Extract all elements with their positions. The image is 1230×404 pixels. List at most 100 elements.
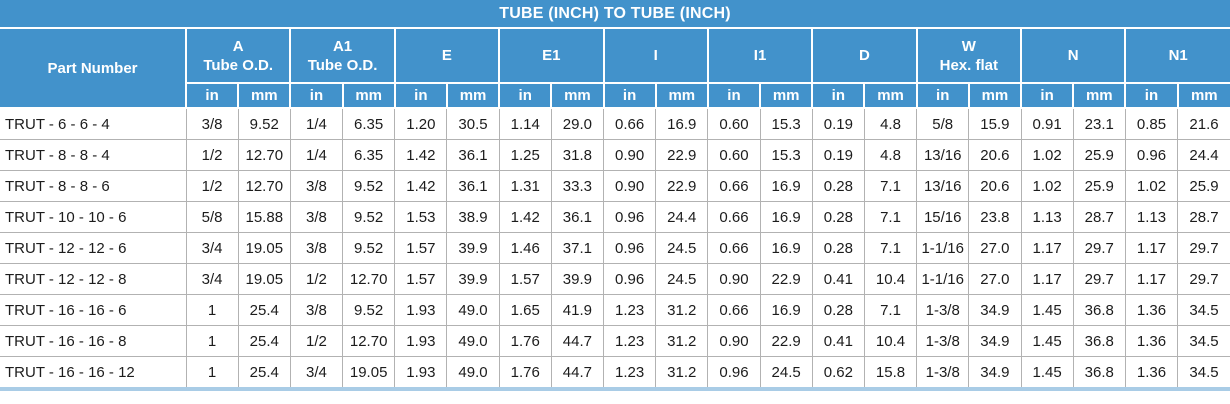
value-cell: 25.4	[237, 294, 291, 326]
value-cell: 31.2	[655, 325, 709, 357]
group-label: W	[961, 37, 976, 55]
unit-header-in: in	[498, 82, 553, 109]
value-cell: 1/2	[289, 263, 344, 295]
value-cell: 7.1	[863, 170, 918, 202]
value-cell: 1.17	[1020, 232, 1074, 264]
value-cell: 0.90	[602, 139, 657, 171]
value-cell: 38.9	[446, 201, 500, 233]
unit-header-in: in	[1019, 82, 1075, 109]
value-cell: 1.76	[498, 325, 552, 357]
value-cell: 29.7	[1072, 232, 1126, 264]
table-title: TUBE (INCH) TO TUBE (INCH)	[0, 0, 1230, 29]
value-cell: 1.45	[1020, 356, 1074, 388]
group-label: E	[441, 47, 452, 64]
col-group-i1: I1	[706, 27, 814, 84]
value-cell: 29.7	[1177, 263, 1230, 295]
value-cell: 3/4	[185, 263, 239, 295]
bottom-accent-strip	[0, 387, 1230, 391]
value-cell: 13/16	[916, 139, 970, 171]
value-cell: 34.5	[1177, 356, 1230, 388]
part-number-cell: TRUT - 10 - 10 - 6	[0, 201, 187, 233]
value-cell: 0.41	[811, 325, 865, 357]
value-cell: 1.93	[394, 294, 448, 326]
value-cell: 3/8	[185, 107, 239, 140]
value-cell: 0.28	[811, 170, 865, 202]
value-cell: 25.9	[1177, 170, 1230, 202]
value-cell: 1/2	[185, 170, 239, 202]
value-cell: 25.9	[1072, 139, 1126, 171]
value-cell: 22.9	[655, 139, 709, 171]
value-cell: 29.0	[550, 107, 605, 140]
value-cell: 5/8	[185, 201, 239, 233]
col-group-e1: E1	[498, 27, 605, 84]
value-cell: 6.35	[342, 107, 396, 140]
value-cell: 3/4	[289, 356, 344, 388]
value-cell: 34.9	[968, 356, 1022, 388]
tube-to-tube-spec-table: TUBE (INCH) TO TUBE (INCH) Part Number A…	[0, 0, 1230, 388]
value-cell: 3/8	[289, 294, 344, 326]
value-cell: 9.52	[237, 107, 291, 140]
value-cell: 0.19	[811, 139, 865, 171]
unit-header-mm: mm	[237, 82, 292, 109]
table-row: TRUT - 16 - 16 - 8 1 25.4 1/2 12.70 1.93 49.0 1…	[0, 325, 1230, 357]
value-cell: 1/4	[289, 107, 344, 140]
value-cell: 0.66	[707, 294, 761, 326]
value-cell: 1.45	[1020, 325, 1074, 357]
col-group-w-hex-flat: W Hex. flat	[915, 27, 1023, 84]
value-cell: 31.2	[655, 356, 709, 388]
value-cell: 15/16	[916, 201, 970, 233]
value-cell: 1-3/8	[916, 325, 970, 357]
value-cell: 25.4	[237, 356, 291, 388]
table-row: TRUT - 16 - 16 - 6 1 25.4 3/8 9.52 1.93 49.0 1.…	[0, 294, 1230, 326]
unit-header-in: in	[602, 82, 657, 109]
value-cell: 24.4	[655, 201, 709, 233]
value-cell: 7.1	[863, 201, 918, 233]
value-cell: 0.66	[707, 201, 761, 233]
value-cell: 1.20	[394, 107, 448, 140]
value-cell: 0.28	[811, 294, 865, 326]
value-cell: 1.02	[1124, 170, 1179, 202]
table-row: TRUT - 6 - 6 - 4 3/8 9.52 1/4 6.35 1.20 30.5 1.…	[0, 107, 1230, 140]
value-cell: 0.62	[811, 356, 865, 388]
value-cell: 1	[185, 325, 239, 357]
value-cell: 1.42	[394, 139, 448, 171]
value-cell: 9.52	[342, 232, 396, 264]
table-body: TRUT - 6 - 6 - 4 3/8 9.52 1/4 6.35 1.20 30.5 1.…	[0, 107, 1230, 388]
value-cell: 1/2	[185, 139, 239, 171]
table-row: TRUT - 8 - 8 - 4 1/2 12.70 1/4 6.35 1.42 36.1 1…	[0, 139, 1230, 171]
value-cell: 24.5	[655, 232, 709, 264]
value-cell: 36.8	[1072, 294, 1126, 326]
value-cell: 10.4	[863, 325, 918, 357]
value-cell: 7.1	[863, 232, 918, 264]
value-cell: 1.13	[1124, 201, 1179, 233]
value-cell: 25.9	[1072, 170, 1126, 202]
value-cell: 0.19	[811, 107, 865, 140]
value-cell: 1.02	[1020, 170, 1074, 202]
value-cell: 0.41	[811, 263, 865, 295]
value-cell: 1.31	[498, 170, 552, 202]
value-cell: 1/4	[289, 139, 344, 171]
value-cell: 30.5	[446, 107, 500, 140]
value-cell: 39.9	[550, 263, 605, 295]
value-cell: 31.8	[550, 139, 605, 171]
part-number-cell: TRUT - 12 - 12 - 6	[0, 232, 187, 264]
value-cell: 22.9	[655, 170, 709, 202]
table-row: TRUT - 12 - 12 - 6 3/4 19.05 3/8 9.52 1.57 39.…	[0, 232, 1230, 264]
value-cell: 12.70	[237, 139, 291, 171]
value-cell: 1.14	[498, 107, 552, 140]
value-cell: 1.76	[498, 356, 552, 388]
value-cell: 13/16	[916, 170, 970, 202]
value-cell: 24.4	[1177, 139, 1230, 171]
value-cell: 1-3/8	[916, 356, 970, 388]
value-cell: 1.57	[498, 263, 552, 295]
part-number-cell: TRUT - 6 - 6 - 4	[0, 107, 187, 140]
col-group-n: N	[1019, 27, 1127, 84]
unit-header-mm: mm	[445, 82, 501, 109]
value-cell: 0.66	[602, 107, 657, 140]
value-cell: 36.1	[446, 170, 500, 202]
value-cell: 1.42	[498, 201, 552, 233]
value-cell: 20.6	[968, 139, 1022, 171]
unit-header-in: in	[289, 82, 344, 109]
value-cell: 25.4	[237, 325, 291, 357]
unit-header-row: in mm in mm in mm in mm in mm in mm in m…	[0, 82, 1230, 109]
